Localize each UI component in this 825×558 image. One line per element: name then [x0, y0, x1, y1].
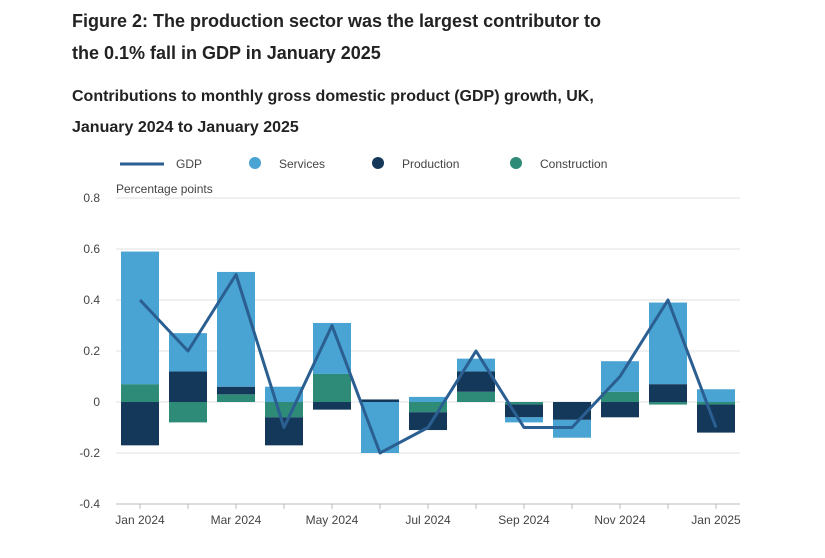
y-tick-label: 0.6	[83, 242, 100, 256]
bar-segment	[265, 417, 303, 446]
x-tick-label: Jul 2024	[405, 513, 451, 527]
x-tick-label: Jan 2025	[691, 513, 741, 527]
x-tick-label: May 2024	[306, 513, 359, 527]
y-axis-label: Percentage points	[116, 182, 213, 196]
bar-segment	[217, 386, 255, 395]
x-tick-label: Jan 2024	[115, 513, 165, 527]
bar-segment	[457, 371, 495, 392]
bar-segment	[217, 271, 255, 387]
bar-segment	[697, 402, 735, 405]
y-tick-label: 0.4	[83, 293, 100, 307]
bar-segment	[169, 402, 207, 423]
bar-segment	[505, 402, 543, 405]
bar-segment	[601, 402, 639, 418]
bar-segment	[649, 402, 687, 405]
bar-segment	[265, 402, 303, 418]
legend-label: Services	[279, 157, 325, 171]
bar-segment	[697, 404, 735, 433]
bar-segment	[409, 402, 447, 413]
y-tick-label: -0.2	[79, 446, 100, 460]
bar-segment	[169, 371, 207, 402]
legend-label: GDP	[176, 157, 202, 171]
bar-segment	[505, 417, 543, 423]
y-tick-label: -0.4	[79, 497, 100, 511]
chart-subtitle: Contributions to monthly gross domestic …	[72, 88, 594, 136]
bar-segment	[649, 384, 687, 402]
bar-segment	[121, 402, 159, 446]
x-tick-label: Mar 2024	[211, 513, 262, 527]
legend-swatch	[372, 157, 384, 169]
chart-title: Figure 2: The production sector was the …	[72, 11, 601, 63]
legend-label: Construction	[540, 157, 607, 171]
y-tick-label: 0	[93, 395, 100, 409]
gdp-line	[138, 273, 718, 455]
bar-segment	[217, 394, 255, 402]
legend: GDP Services Production Construction	[120, 157, 607, 171]
legend-swatch	[249, 157, 261, 169]
bar-segment	[361, 399, 399, 402]
bar-segment	[409, 412, 447, 431]
bar-segment	[457, 391, 495, 402]
bar-segment	[601, 391, 639, 402]
bar-segment	[361, 402, 399, 453]
legend-swatch	[510, 157, 522, 169]
y-tick-label: 0.8	[83, 191, 100, 205]
bar-segment	[121, 251, 159, 385]
legend-label: Production	[402, 157, 459, 171]
bar-segment	[409, 396, 447, 402]
x-tick-label: Nov 2024	[594, 513, 646, 527]
x-tick-label: Sep 2024	[498, 513, 550, 527]
bar-segment	[313, 402, 351, 410]
y-tick-label: 0.2	[83, 344, 100, 358]
bar-segment	[121, 384, 159, 402]
bar-segment	[313, 373, 351, 402]
bar-segment	[553, 402, 591, 420]
bar-segment	[313, 322, 351, 374]
bar-segment	[649, 302, 687, 385]
